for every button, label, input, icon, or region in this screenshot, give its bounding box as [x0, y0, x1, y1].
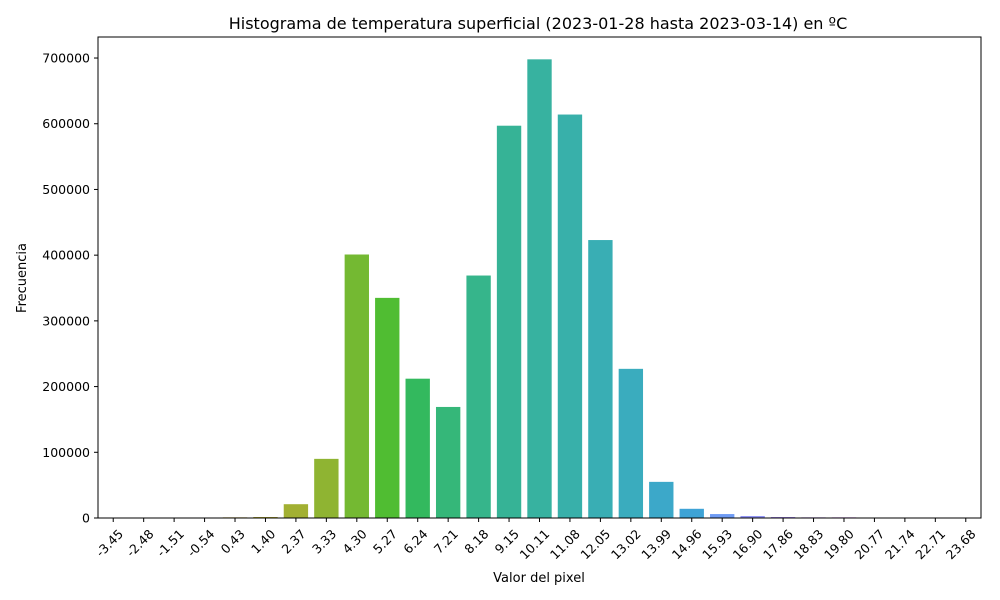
y-tick-label: 500000 [42, 182, 90, 197]
x-tick-label: 23.68 [943, 526, 979, 562]
bar-14.96 [679, 508, 704, 518]
x-tick-label: 20.77 [851, 526, 887, 562]
x-tick-label: 4.30 [339, 526, 369, 556]
y-tick-label: 100000 [42, 445, 90, 460]
chart-title: Histograma de temperatura superficial (2… [229, 14, 848, 33]
y-tick-label: 400000 [42, 248, 90, 263]
bar-3.33 [314, 458, 339, 518]
x-tick-label: 1.40 [248, 526, 278, 556]
bar-15.93 [710, 514, 735, 518]
bar-10.11 [527, 59, 552, 519]
x-tick-label: 16.90 [730, 526, 766, 562]
x-tick-label: 8.18 [461, 526, 491, 556]
y-tick-label: 700000 [42, 51, 90, 66]
y-tick-label: 600000 [42, 116, 90, 131]
plot-area [222, 59, 857, 519]
bar-5.27 [375, 297, 400, 518]
bar-16.90 [740, 516, 765, 518]
x-tick-label: 0.43 [218, 526, 248, 556]
y-tick-label: 300000 [42, 313, 90, 328]
bar-13.02 [618, 368, 644, 518]
y-axis-label: Frecuencia [15, 243, 30, 313]
bar-4.30 [344, 254, 369, 518]
x-tick-label: 18.83 [791, 526, 827, 562]
x-tick-label: 22.71 [912, 526, 948, 562]
x-tick-label: -1.51 [154, 526, 187, 559]
x-tick-label: 5.27 [370, 526, 400, 556]
x-tick-label: 3.33 [309, 526, 339, 556]
bar-11.08 [557, 114, 583, 518]
bar-2.37 [283, 504, 309, 518]
x-tick-label: 6.24 [400, 526, 430, 556]
x-tick-label: 13.99 [638, 526, 674, 562]
bar-12.05 [588, 240, 613, 519]
bar-8.18 [466, 275, 491, 518]
x-tick-label: 10.11 [516, 526, 552, 562]
x-tick-label: -3.45 [93, 526, 126, 559]
x-tick-label: 21.74 [882, 526, 918, 562]
x-tick-label: 19.80 [821, 526, 857, 562]
x-tick-label: 17.86 [760, 526, 796, 562]
x-tick-label: 12.05 [577, 526, 613, 562]
bar-7.21 [435, 406, 461, 518]
x-tick-label: -0.54 [184, 526, 218, 560]
x-tick-label: 2.37 [279, 526, 309, 556]
x-tick-label: 15.93 [699, 526, 735, 562]
x-axis-label: Valor del pixel [493, 571, 585, 586]
y-tick-label: 200000 [42, 379, 90, 394]
bar-13.99 [649, 481, 674, 518]
bar-9.15 [496, 125, 522, 519]
x-tick-label: 13.02 [608, 526, 644, 562]
x-tick-label: 7.21 [431, 526, 461, 556]
bar-6.24 [405, 378, 430, 518]
x-tick-label: 11.08 [547, 526, 583, 562]
x-tick-label: 14.96 [669, 526, 705, 562]
x-tick-label: -2.48 [123, 526, 157, 560]
y-tick-label: 0 [82, 511, 90, 526]
